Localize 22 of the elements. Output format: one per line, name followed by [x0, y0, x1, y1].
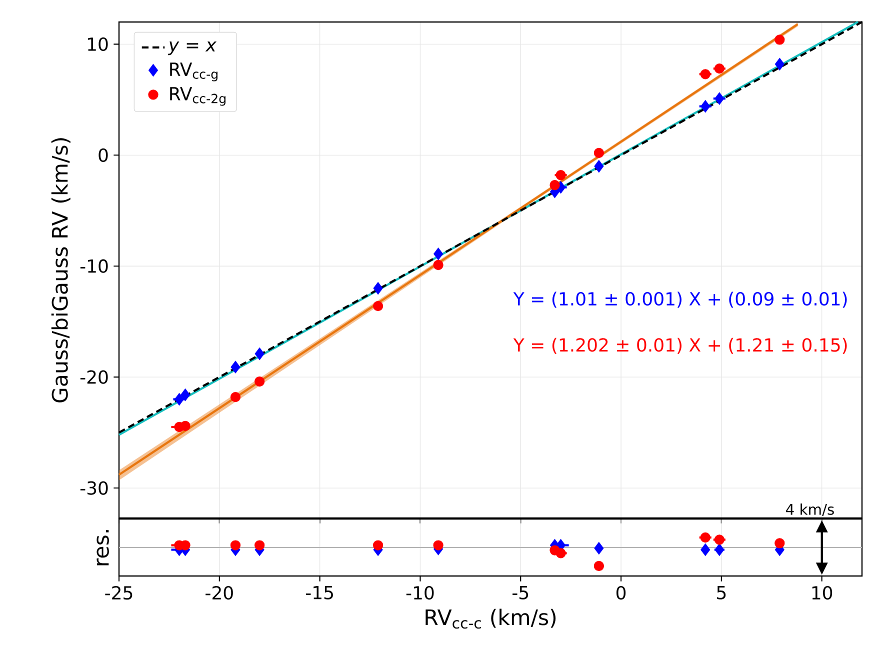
y-tick-label: 0	[98, 148, 108, 162]
y-tick-label: -30	[80, 481, 108, 495]
y-axis-title: res.	[96, 530, 109, 566]
x-tick-label: 10	[812, 586, 832, 600]
annotation: Y = (1.202 ± 0.01) X + (1.21 ± 0.15)	[513, 338, 847, 354]
x-tick-label: -25	[105, 586, 132, 600]
x-axis-title: RV$_{cc-c}$ (km/s)	[426, 608, 556, 629]
y-axis-title: Gauss/biGauss RV (km/s)	[51, 138, 70, 402]
y-tick-label: 10	[88, 37, 108, 51]
x-tick-label: 0	[616, 586, 626, 600]
legend-label: RV$_{cc-2g}$	[170, 87, 226, 106]
annotation: Y = (1.01 ± 0.001) X + (0.09 ± 0.01)	[513, 292, 847, 308]
annotation: 4 km/s	[786, 504, 834, 516]
x-tick-label: 5	[717, 586, 726, 600]
x-tick-label: -20	[206, 586, 233, 600]
x-tick-label: -10	[406, 586, 434, 600]
legend-label: y = x	[168, 42, 217, 56]
x-tick-label: -5	[512, 586, 528, 600]
y-tick-label: -10	[80, 259, 108, 273]
y-tick-label: -20	[80, 370, 108, 384]
legend-label: RV$_{cc-g}$	[170, 62, 218, 82]
x-tick-label: -15	[306, 586, 333, 600]
